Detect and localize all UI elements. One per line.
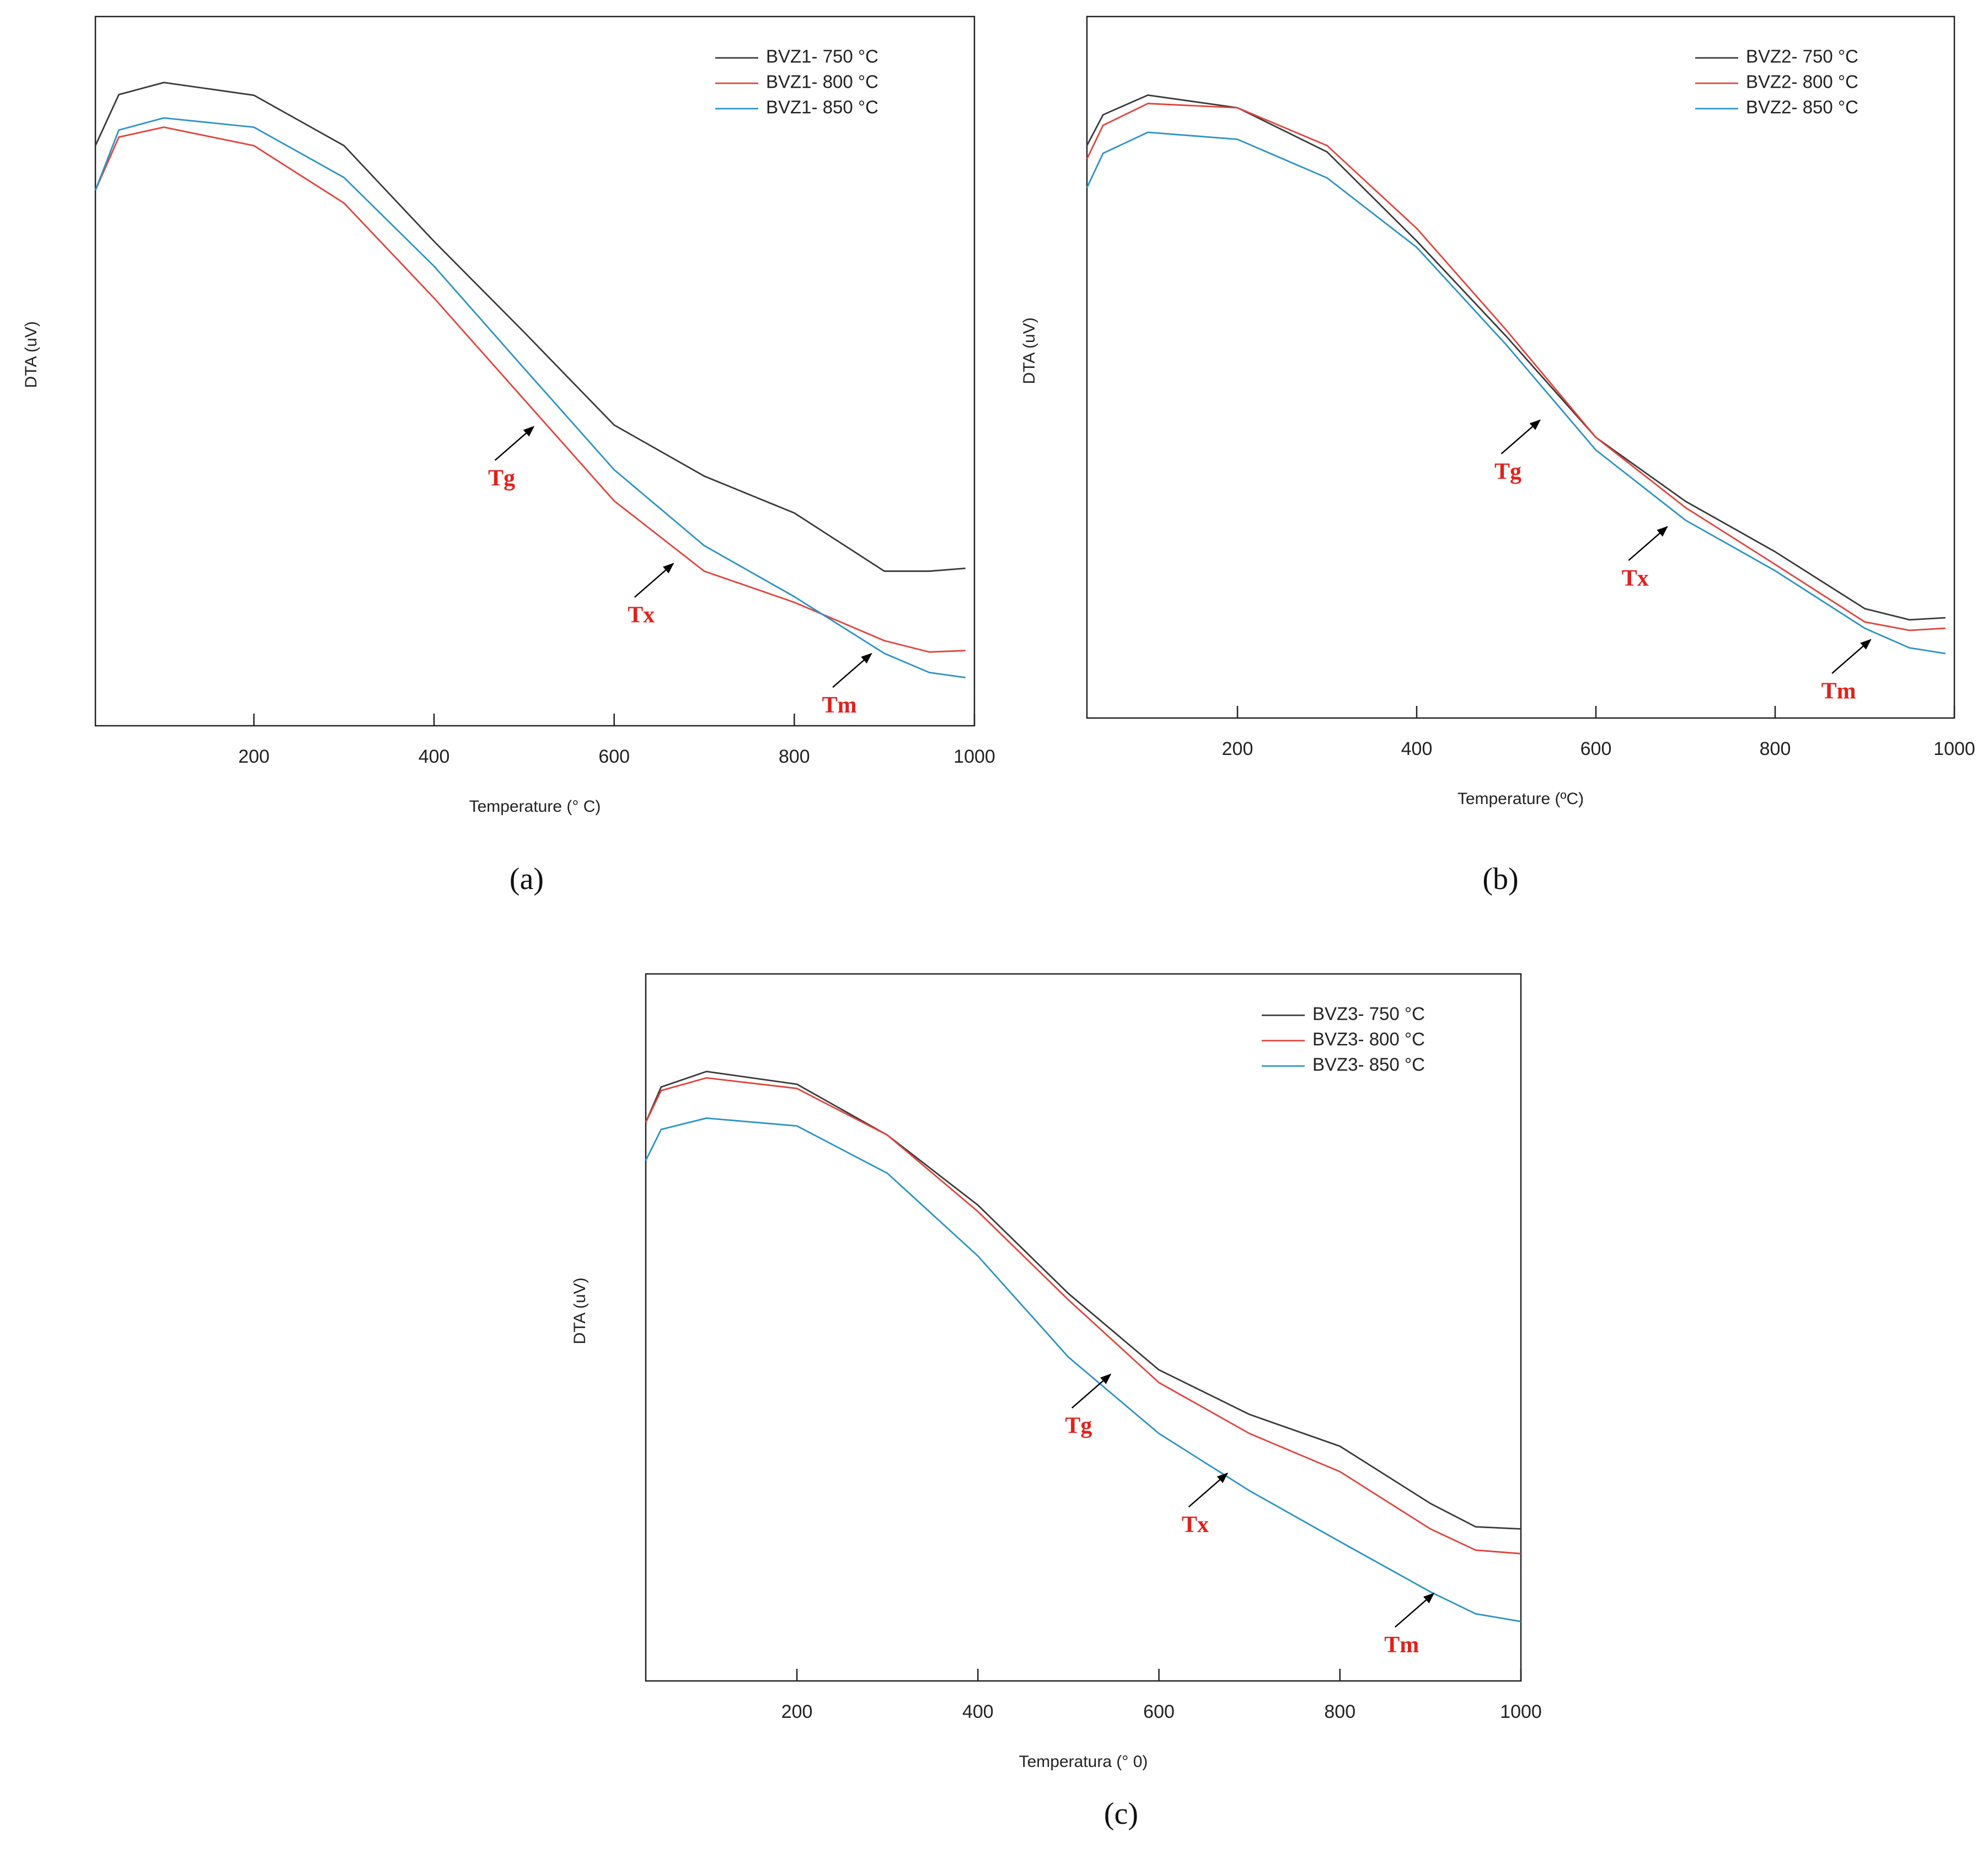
y-axis-label: DTA (uV)	[22, 321, 40, 388]
data-line	[645, 1070, 1521, 1530]
annotation-label: Tx	[1622, 566, 1649, 591]
x-tick-label: 200	[238, 746, 270, 767]
subplot: 200 400 600 800 1000 Temperatura (° 0) DTA (uV…	[571, 973, 1542, 1831]
annotation-arrow	[1071, 1373, 1112, 1409]
plot-frame	[645, 973, 1522, 1682]
x-tick-label: 400	[1401, 738, 1433, 759]
annotation-label: Tm	[822, 693, 857, 718]
annotation-arrow	[494, 426, 535, 461]
legend-label: BVZ3- 750 °C	[1312, 1004, 1425, 1024]
subplot: 200 400 600 800 1000 Temperature (° C) DTA (uV…	[22, 15, 995, 896]
data-line	[645, 1077, 1521, 1555]
x-tick-label: 400	[419, 746, 450, 767]
x-tick-label: 200	[1222, 738, 1253, 759]
x-tick-label: 600	[1143, 1701, 1175, 1722]
x-tick-label: 1000	[1933, 738, 1975, 759]
annotation-arrow	[1831, 639, 1872, 674]
subplot-label: (c)	[1104, 1797, 1138, 1831]
annotation-arrow	[1628, 526, 1668, 561]
legend-label: BVZ2- 750 °C	[1746, 46, 1858, 67]
annotation-arrow	[1188, 1472, 1229, 1508]
x-axis-label: Temperatura (° 0)	[1019, 1753, 1148, 1771]
data-line	[1086, 94, 1946, 621]
x-tick-label: 800	[779, 746, 810, 767]
subplot: 200 400 600 800 1000 Temperature (ºC) DTA (uV)…	[1020, 15, 1975, 896]
plot-frame	[1086, 15, 1955, 719]
legend-label: BVZ2- 850 °C	[1746, 97, 1858, 117]
data-line	[1086, 103, 1946, 631]
data-line	[94, 126, 966, 653]
subplot-label: (a)	[510, 862, 544, 896]
data-line	[94, 82, 966, 572]
x-axis-label: Temperature (ºC)	[1457, 790, 1584, 808]
annotation-label: Tx	[628, 603, 655, 628]
legend-label: BVZ1- 850 °C	[766, 97, 878, 117]
x-tick-label: 600	[1580, 738, 1612, 759]
annotation-label: Tm	[1384, 1632, 1419, 1658]
annotation-arrow	[1394, 1593, 1435, 1628]
data-line	[1086, 131, 1946, 655]
annotation-arrow	[634, 563, 674, 598]
plot-frame	[94, 15, 976, 727]
data-line	[645, 1117, 1521, 1622]
legend-label: BVZ1- 800 °C	[766, 72, 878, 92]
annotation-label: Tm	[1821, 679, 1856, 704]
annotation-label: Tg	[488, 465, 515, 491]
legend-label: BVZ1- 750 °C	[766, 46, 878, 67]
data-line	[94, 117, 966, 678]
legend-label: BVZ2- 800 °C	[1746, 72, 1858, 92]
annotation-arrow	[832, 652, 872, 688]
annotation-arrow	[1501, 419, 1541, 454]
x-axis-label: Temperature (° C)	[469, 797, 601, 816]
x-tick-label: 800	[1760, 738, 1791, 759]
x-tick-label: 1000	[1500, 1701, 1542, 1722]
legend-label: BVZ3- 800 °C	[1312, 1029, 1425, 1049]
x-tick-label: 200	[781, 1701, 813, 1722]
x-tick-label: 800	[1324, 1701, 1355, 1722]
x-tick-label: 1000	[953, 746, 995, 767]
x-tick-label: 600	[598, 746, 630, 767]
x-tick-label: 400	[962, 1701, 994, 1722]
annotation-label: Tg	[1494, 459, 1521, 484]
y-axis-label: DTA (uV)	[571, 1277, 589, 1344]
y-axis-label: DTA (uV)	[1020, 317, 1038, 384]
annotation-label: Tx	[1182, 1512, 1209, 1538]
annotation-label: Tg	[1065, 1413, 1092, 1439]
legend-label: BVZ3- 850 °C	[1312, 1054, 1425, 1075]
subplot-label: (b)	[1482, 862, 1518, 896]
